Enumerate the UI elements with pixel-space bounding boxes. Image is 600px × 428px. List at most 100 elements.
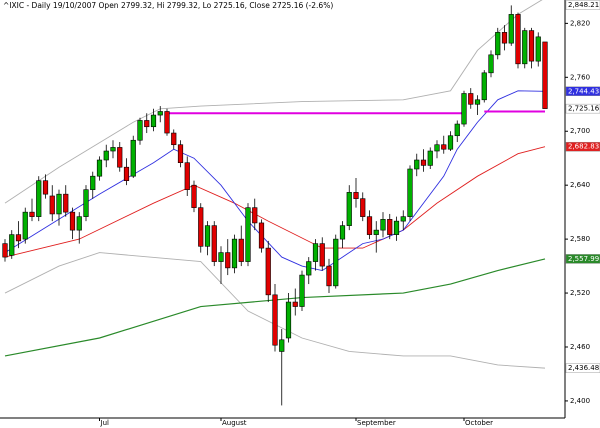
y-tick-label: 2,640 (570, 181, 590, 189)
overlay-line (4, 0, 543, 204)
y-tick-label: 2,820 (570, 19, 590, 27)
y-tick-label: 2,580 (570, 235, 590, 243)
price-label-box (565, 0, 600, 10)
price-label: 2,848.21 (568, 1, 599, 9)
candle-body (177, 144, 184, 164)
candle-body (434, 144, 440, 152)
candle-body (63, 193, 69, 213)
price-label: 2,725.16 (568, 105, 600, 113)
candle-body (272, 294, 278, 346)
candle-body (306, 261, 312, 276)
candle-body (360, 198, 366, 217)
price-label-box (565, 103, 600, 114)
candle-body (353, 192, 359, 199)
overlay-line (4, 258, 546, 357)
y-tick-label: 2,400 (570, 397, 590, 405)
candle-body (380, 219, 386, 231)
price-label: 2,436.48 (568, 364, 599, 372)
candle-body (231, 238, 238, 269)
candle-body (495, 32, 501, 56)
candle-body (461, 93, 467, 125)
candle-body (279, 339, 285, 352)
candle-body (373, 229, 379, 235)
candle-body (137, 120, 143, 141)
candle-body (427, 150, 433, 166)
candle-body (414, 159, 420, 170)
candle-body (312, 243, 319, 262)
candle-body (204, 225, 211, 247)
x-tick-label: August (222, 419, 247, 427)
price-label-box (565, 86, 600, 97)
candle-body (474, 99, 481, 105)
candle-body (528, 30, 535, 62)
candle-body (299, 274, 305, 307)
candle-body (400, 216, 406, 222)
candle-body (171, 132, 177, 146)
overlay-line (4, 252, 546, 369)
candle-body (69, 211, 76, 231)
y-tick-label: 2,700 (570, 127, 590, 135)
price-label: 2,557.99 (568, 255, 599, 263)
candle-body (285, 301, 292, 339)
candle-body (90, 175, 96, 190)
candle-body (501, 32, 508, 44)
y-tick-label: 2,520 (570, 289, 590, 297)
price-label-box (565, 363, 600, 373)
candle-body (83, 189, 89, 217)
candle-body (56, 193, 62, 215)
candle-body (258, 222, 265, 249)
candle-body (447, 135, 454, 150)
candle-body (326, 265, 332, 287)
candle-body (9, 234, 15, 256)
chart-title: ^IXIC - Daily 19/10/2007 Open 2799.32, H… (3, 1, 333, 10)
candle-body (454, 123, 460, 137)
x-tick-label: September (357, 419, 396, 427)
candle-body (265, 247, 271, 296)
candle-body (508, 14, 514, 44)
candle-body (333, 238, 339, 287)
price-label-box (565, 254, 600, 264)
y-tick-label: 2,760 (570, 73, 590, 81)
candle-body (339, 225, 346, 240)
candle-body (22, 211, 28, 240)
candle-body (542, 41, 548, 109)
candle-body (15, 234, 22, 242)
candle-body (157, 111, 163, 116)
candle-body (184, 162, 190, 190)
candle-body (366, 216, 373, 235)
candle-body (387, 219, 393, 235)
candle-body (515, 14, 521, 65)
candle-body (198, 207, 204, 247)
candle-body (2, 243, 8, 258)
y-tick-label: 2,460 (570, 343, 590, 351)
x-tick-label: October (465, 419, 493, 427)
candle-body (407, 168, 413, 217)
candle-body (238, 238, 244, 262)
candle-body (441, 144, 447, 150)
price-label: 2,744.43 (568, 87, 599, 95)
candle-body (346, 192, 352, 226)
candle-body (130, 139, 136, 177)
candle-body (535, 36, 541, 62)
candle-body (211, 225, 217, 262)
candle-body (117, 147, 123, 168)
candle-body (488, 54, 494, 74)
candle-body (393, 220, 400, 235)
candle-body (36, 180, 42, 217)
candle-body (42, 180, 49, 195)
candle-body (481, 72, 487, 101)
candle-body (29, 211, 35, 217)
candle-body (150, 114, 157, 128)
candle-body (420, 159, 427, 166)
candle-body (468, 93, 474, 105)
candle-body (225, 252, 231, 269)
candle-body (191, 184, 197, 208)
candle-body (110, 147, 116, 152)
x-tick-label: Jul (100, 419, 110, 427)
candle-body (252, 207, 258, 224)
candle-body (292, 301, 298, 307)
price-label: 2,682.83 (568, 143, 599, 151)
candle-body (245, 207, 251, 262)
